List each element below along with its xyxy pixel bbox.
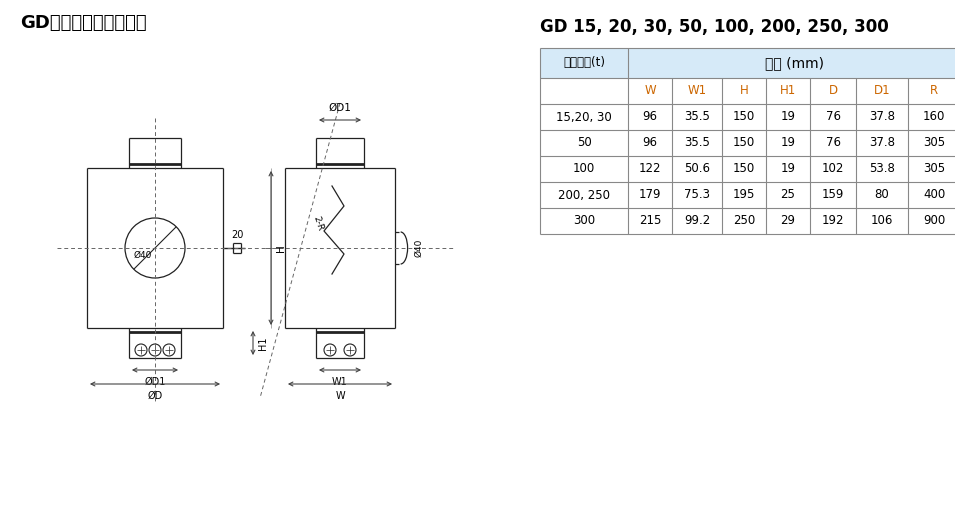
Text: 76: 76 [825, 111, 840, 123]
Text: 150: 150 [732, 137, 755, 149]
Text: ØD1: ØD1 [144, 377, 165, 387]
Text: 179: 179 [639, 188, 661, 202]
Text: 122: 122 [639, 163, 661, 175]
Text: 159: 159 [822, 188, 844, 202]
Bar [540, 48, 955, 78]
Text: 37.8: 37.8 [869, 111, 895, 123]
Text: W: W [645, 84, 656, 98]
Text: 75.3: 75.3 [684, 188, 710, 202]
Text: ØD: ØD [147, 391, 162, 401]
Text: 35.5: 35.5 [684, 137, 710, 149]
Text: H: H [276, 244, 286, 252]
Text: H: H [739, 84, 749, 98]
Text: 19: 19 [780, 111, 796, 123]
Text: 53.8: 53.8 [869, 163, 895, 175]
Text: 80: 80 [875, 188, 889, 202]
Text: 102: 102 [822, 163, 844, 175]
Text: W1: W1 [332, 377, 348, 387]
Text: D: D [828, 84, 838, 98]
Text: 50.6: 50.6 [684, 163, 710, 175]
Text: 300: 300 [573, 214, 595, 228]
Text: 额定容量(t): 额定容量(t) [563, 56, 605, 70]
Text: 29: 29 [780, 214, 796, 228]
Text: 50: 50 [577, 137, 591, 149]
Text: Ø40: Ø40 [134, 250, 152, 260]
Text: 215: 215 [639, 214, 661, 228]
Text: 99.2: 99.2 [684, 214, 711, 228]
Text: 96: 96 [643, 137, 657, 149]
Text: 25: 25 [780, 188, 796, 202]
Text: 15,20, 30: 15,20, 30 [556, 111, 612, 123]
Text: 900: 900 [923, 214, 945, 228]
Text: 尺寸 (mm): 尺寸 (mm) [765, 56, 823, 70]
Text: 200, 250: 200, 250 [558, 188, 610, 202]
Text: R: R [930, 84, 938, 98]
Text: H1: H1 [258, 336, 268, 350]
Text: 150: 150 [732, 163, 755, 175]
Text: ØD1: ØD1 [329, 103, 351, 113]
Text: Ø40: Ø40 [414, 239, 423, 257]
Text: 160: 160 [923, 111, 945, 123]
Text: 37.8: 37.8 [869, 137, 895, 149]
Text: GD 15, 20, 30, 50, 100, 200, 250, 300: GD 15, 20, 30, 50, 100, 200, 250, 300 [540, 18, 889, 36]
Text: 150: 150 [732, 111, 755, 123]
Text: 35.5: 35.5 [684, 111, 710, 123]
Text: 192: 192 [821, 214, 844, 228]
Text: 2-R: 2-R [311, 214, 325, 232]
Text: H1: H1 [780, 84, 796, 98]
Text: 250: 250 [732, 214, 755, 228]
Text: 76: 76 [825, 137, 840, 149]
Text: 20: 20 [231, 230, 244, 240]
Text: 106: 106 [871, 214, 893, 228]
Text: 195: 195 [732, 188, 755, 202]
Text: 96: 96 [643, 111, 657, 123]
Text: W1: W1 [688, 84, 707, 98]
Text: 305: 305 [923, 163, 945, 175]
Text: 400: 400 [923, 188, 945, 202]
Text: W: W [335, 391, 345, 401]
Text: 305: 305 [923, 137, 945, 149]
Text: 19: 19 [780, 163, 796, 175]
Text: 100: 100 [573, 163, 595, 175]
Text: 19: 19 [780, 137, 796, 149]
Text: D1: D1 [874, 84, 890, 98]
Text: GD称重传感器安装尺寸: GD称重传感器安装尺寸 [20, 14, 147, 32]
